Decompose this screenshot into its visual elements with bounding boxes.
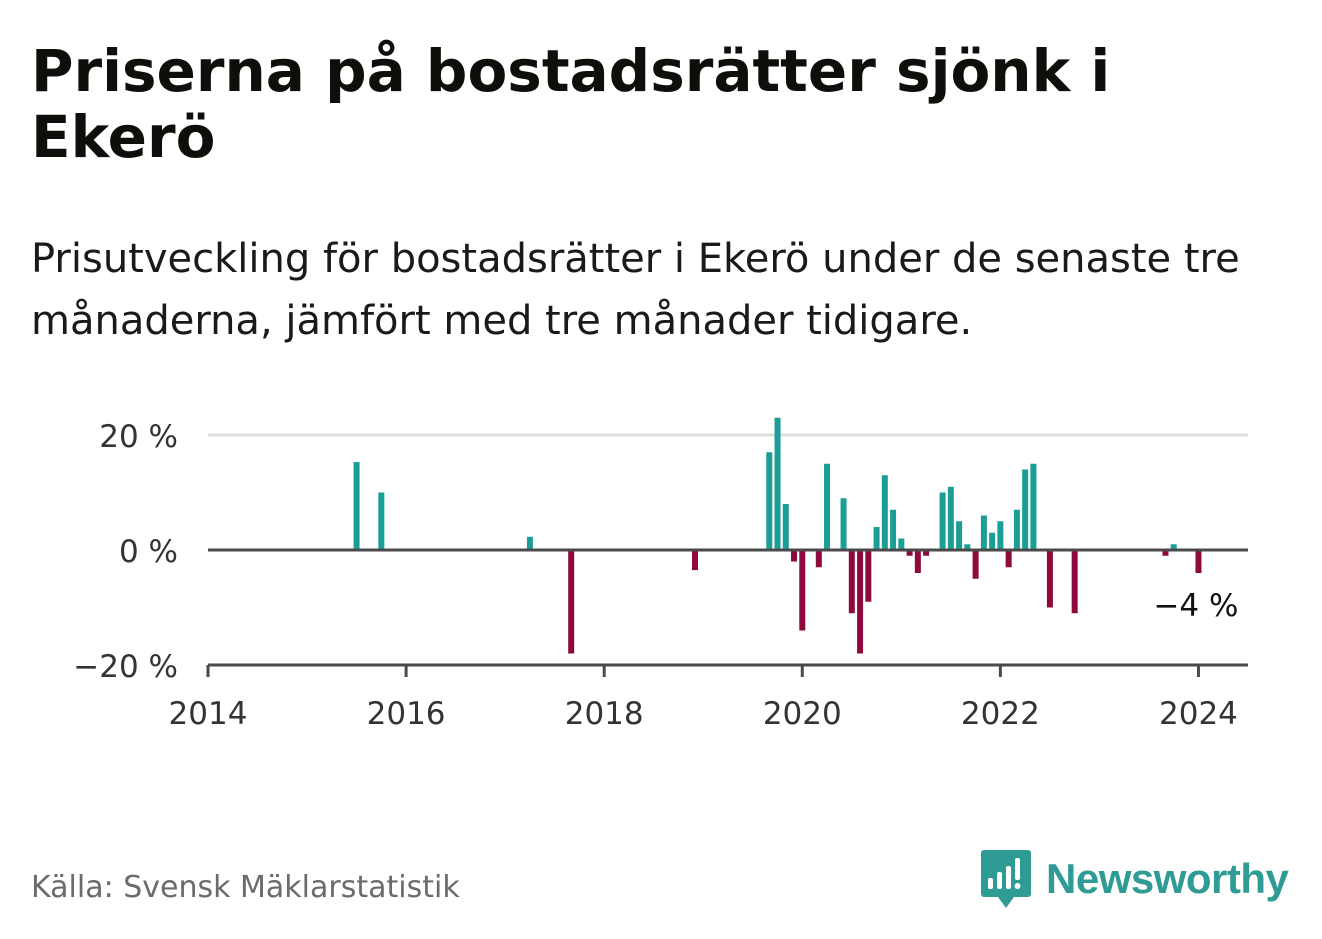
bar: [923, 550, 930, 556]
bar: [865, 550, 872, 602]
bars: [353, 417, 1202, 654]
bar: [568, 550, 575, 654]
bar: [840, 498, 847, 550]
bar-chart: 20 % 0 % −20 % 2014 2016 2018 2020 2022 2024 −4 %: [73, 417, 1248, 732]
bar: [989, 532, 996, 550]
bar: [1046, 550, 1053, 608]
bar: [1005, 550, 1012, 568]
x-tick-label: 2014: [169, 696, 248, 732]
bar: [956, 521, 963, 550]
bar: [815, 550, 822, 568]
bar: [881, 475, 888, 550]
bar: [1013, 509, 1020, 550]
bar: [997, 521, 1004, 550]
bar: [691, 550, 698, 571]
bar: [980, 515, 987, 550]
bar: [1071, 550, 1078, 614]
bar: [782, 504, 789, 550]
source-note: Källa: Svensk Mäklarstatistik: [31, 870, 460, 905]
bar: [873, 527, 880, 550]
bar: [378, 492, 385, 550]
bar: [766, 452, 773, 550]
x-tick-label: 2020: [763, 696, 842, 732]
x-tick-label: 2016: [367, 696, 446, 732]
bar: [972, 550, 979, 579]
bar: [774, 417, 781, 550]
bar: [1022, 469, 1029, 550]
x-tick-label: 2024: [1159, 696, 1238, 732]
brand-logo: Newsworthy: [980, 848, 1289, 910]
bar: [898, 538, 905, 550]
bar: [914, 550, 921, 573]
bar: [526, 536, 533, 550]
newsworthy-logo-icon: [981, 850, 1031, 908]
bar: [799, 550, 806, 631]
tick-labels: 20 % 0 % −20 % 2014 2016 2018 2020 2022 2024 −4 %: [73, 419, 1238, 732]
bar: [353, 462, 360, 550]
chart-subtitle: Prisutveckling för bostadsrätter i Ekerö…: [31, 236, 1240, 344]
bar: [1195, 550, 1202, 573]
axes: [206, 548, 1248, 677]
bar: [848, 550, 855, 614]
x-tick-label: 2018: [565, 696, 644, 732]
bar: [939, 492, 946, 550]
bar: [890, 509, 897, 550]
bar: [964, 544, 971, 550]
bar: [1162, 550, 1169, 556]
brand-name: Newsworthy: [1046, 855, 1289, 902]
bar: [1030, 463, 1037, 550]
y-tick-label: −20 %: [73, 649, 178, 685]
bar: [906, 550, 913, 556]
bar: [1170, 544, 1177, 550]
page-title: Priserna på bostadsrätter sjönk i Ekerö: [31, 37, 1111, 171]
bar: [947, 486, 954, 550]
bar: [791, 550, 798, 562]
bar: [857, 550, 864, 654]
data-label-latest: −4 %: [1153, 588, 1238, 624]
y-tick-label: 20 %: [99, 419, 178, 455]
bar: [824, 463, 831, 550]
y-tick-label: 0 %: [119, 534, 178, 570]
x-tick-label: 2022: [961, 696, 1040, 732]
